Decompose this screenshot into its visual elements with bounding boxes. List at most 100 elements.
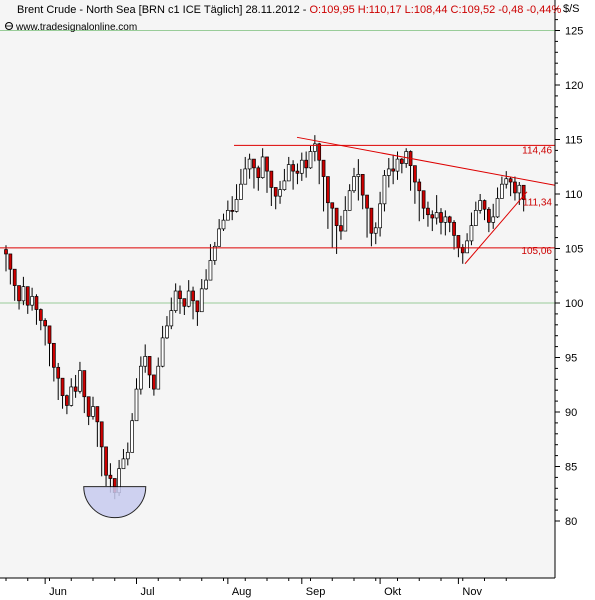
candle-body — [186, 290, 191, 307]
y-tick-label: 95 — [565, 353, 577, 365]
candle-body — [295, 170, 300, 174]
candle-body — [447, 216, 452, 223]
candle-body — [443, 216, 448, 223]
candle-body — [347, 190, 352, 211]
candle-body — [378, 203, 382, 229]
candle-body — [234, 199, 239, 212]
y-tick-label: 85 — [565, 462, 577, 474]
candle-body — [430, 214, 435, 219]
candle-body — [308, 151, 313, 169]
candle-body — [125, 451, 130, 460]
trend-lines — [0, 136, 556, 519]
candle-body — [517, 184, 522, 194]
candle-body — [230, 210, 235, 212]
candle-body — [82, 370, 87, 398]
candle-body — [508, 178, 513, 183]
candle-body — [60, 377, 65, 396]
y-tick-label: 125 — [565, 26, 583, 38]
line-value-label: 114,46 — [522, 145, 552, 156]
plot-background — [0, 0, 555, 578]
candle-body — [212, 245, 217, 261]
grid-lines — [0, 30, 555, 304]
candle-body — [73, 386, 78, 392]
candle-body — [487, 208, 491, 223]
candle-body — [473, 210, 478, 226]
candle-body — [417, 181, 422, 192]
y-tick-label: 100 — [565, 298, 583, 310]
candle-body — [78, 370, 82, 392]
candle-body — [38, 309, 43, 321]
candle-body — [500, 183, 504, 199]
candle-body — [360, 174, 365, 196]
candle-body — [156, 365, 161, 390]
quote-values: O:109,95 H:110,17 L:108,44 C:109,52 -0,4… — [309, 4, 561, 16]
candle-body — [130, 420, 134, 453]
candle-body — [521, 184, 526, 200]
candle-body — [221, 219, 226, 230]
y-tick-label: 105 — [565, 244, 583, 256]
candle-body — [169, 310, 174, 327]
instrument-label: Brent Crude - North Sea [BRN c1 ICE Tägl… — [17, 4, 309, 16]
candle-body — [86, 396, 91, 417]
candle-body — [299, 159, 304, 174]
candle-body — [469, 225, 474, 242]
x-tick-label: Jul — [141, 586, 155, 598]
candle-body — [147, 356, 152, 376]
ascending-trendline — [464, 191, 528, 265]
line-labels: 114,46 111,34 105,06 — [521, 145, 552, 256]
candle-body — [178, 290, 182, 299]
candle-body — [413, 165, 417, 183]
candle-body — [452, 221, 456, 236]
candle-body — [25, 286, 30, 306]
candle-body — [191, 290, 195, 302]
candle-body — [121, 458, 126, 470]
candle-body — [513, 181, 517, 194]
unit-label: $/S — [563, 3, 580, 15]
candle-body — [204, 279, 208, 290]
candle-body — [495, 198, 500, 218]
candle-body — [373, 227, 378, 234]
candle-body — [343, 210, 348, 232]
x-tick-label: Aug — [232, 586, 252, 598]
candle-body — [491, 216, 496, 223]
candle-body — [51, 342, 56, 368]
candle-body — [260, 156, 265, 179]
candle-body — [356, 174, 361, 177]
x-tick-label: Nov — [462, 586, 482, 598]
candle-body — [391, 168, 395, 172]
candle-body — [173, 290, 178, 311]
candle-body — [65, 395, 69, 406]
y-tick-label: 120 — [565, 80, 583, 92]
candle-body — [321, 159, 326, 177]
x-tick-label: Okt — [384, 586, 401, 598]
candle-body — [456, 235, 461, 248]
descending-trendline — [296, 136, 556, 186]
candle-body — [143, 356, 148, 367]
candle-body — [139, 365, 143, 390]
line-value-label: 105,06 — [521, 246, 552, 257]
candle-body — [313, 143, 317, 152]
candle-body — [208, 260, 213, 281]
candle-body — [400, 158, 404, 164]
candle-body — [317, 143, 322, 161]
line-value-label: 111,34 — [523, 197, 553, 208]
candle-body — [104, 446, 108, 476]
candle-body — [434, 212, 439, 219]
candle-body — [478, 200, 482, 211]
y-axis: 80 85 90 95 100 105 110 115 120 125 — [555, 8, 583, 528]
x-tick-label: Sep — [306, 586, 326, 598]
candle-body — [243, 168, 248, 185]
candle-body — [269, 170, 274, 188]
candle-body — [165, 325, 169, 339]
candle-body — [195, 300, 200, 313]
candle-body — [278, 189, 282, 197]
candle-body — [239, 183, 243, 200]
highlight-circle — [83, 486, 147, 519]
candle-body — [30, 296, 34, 306]
candle-body — [334, 207, 339, 226]
candle-body — [282, 180, 287, 190]
candle-body — [286, 164, 291, 182]
candle-body — [12, 268, 17, 286]
y-tick-label: 115 — [565, 135, 583, 147]
